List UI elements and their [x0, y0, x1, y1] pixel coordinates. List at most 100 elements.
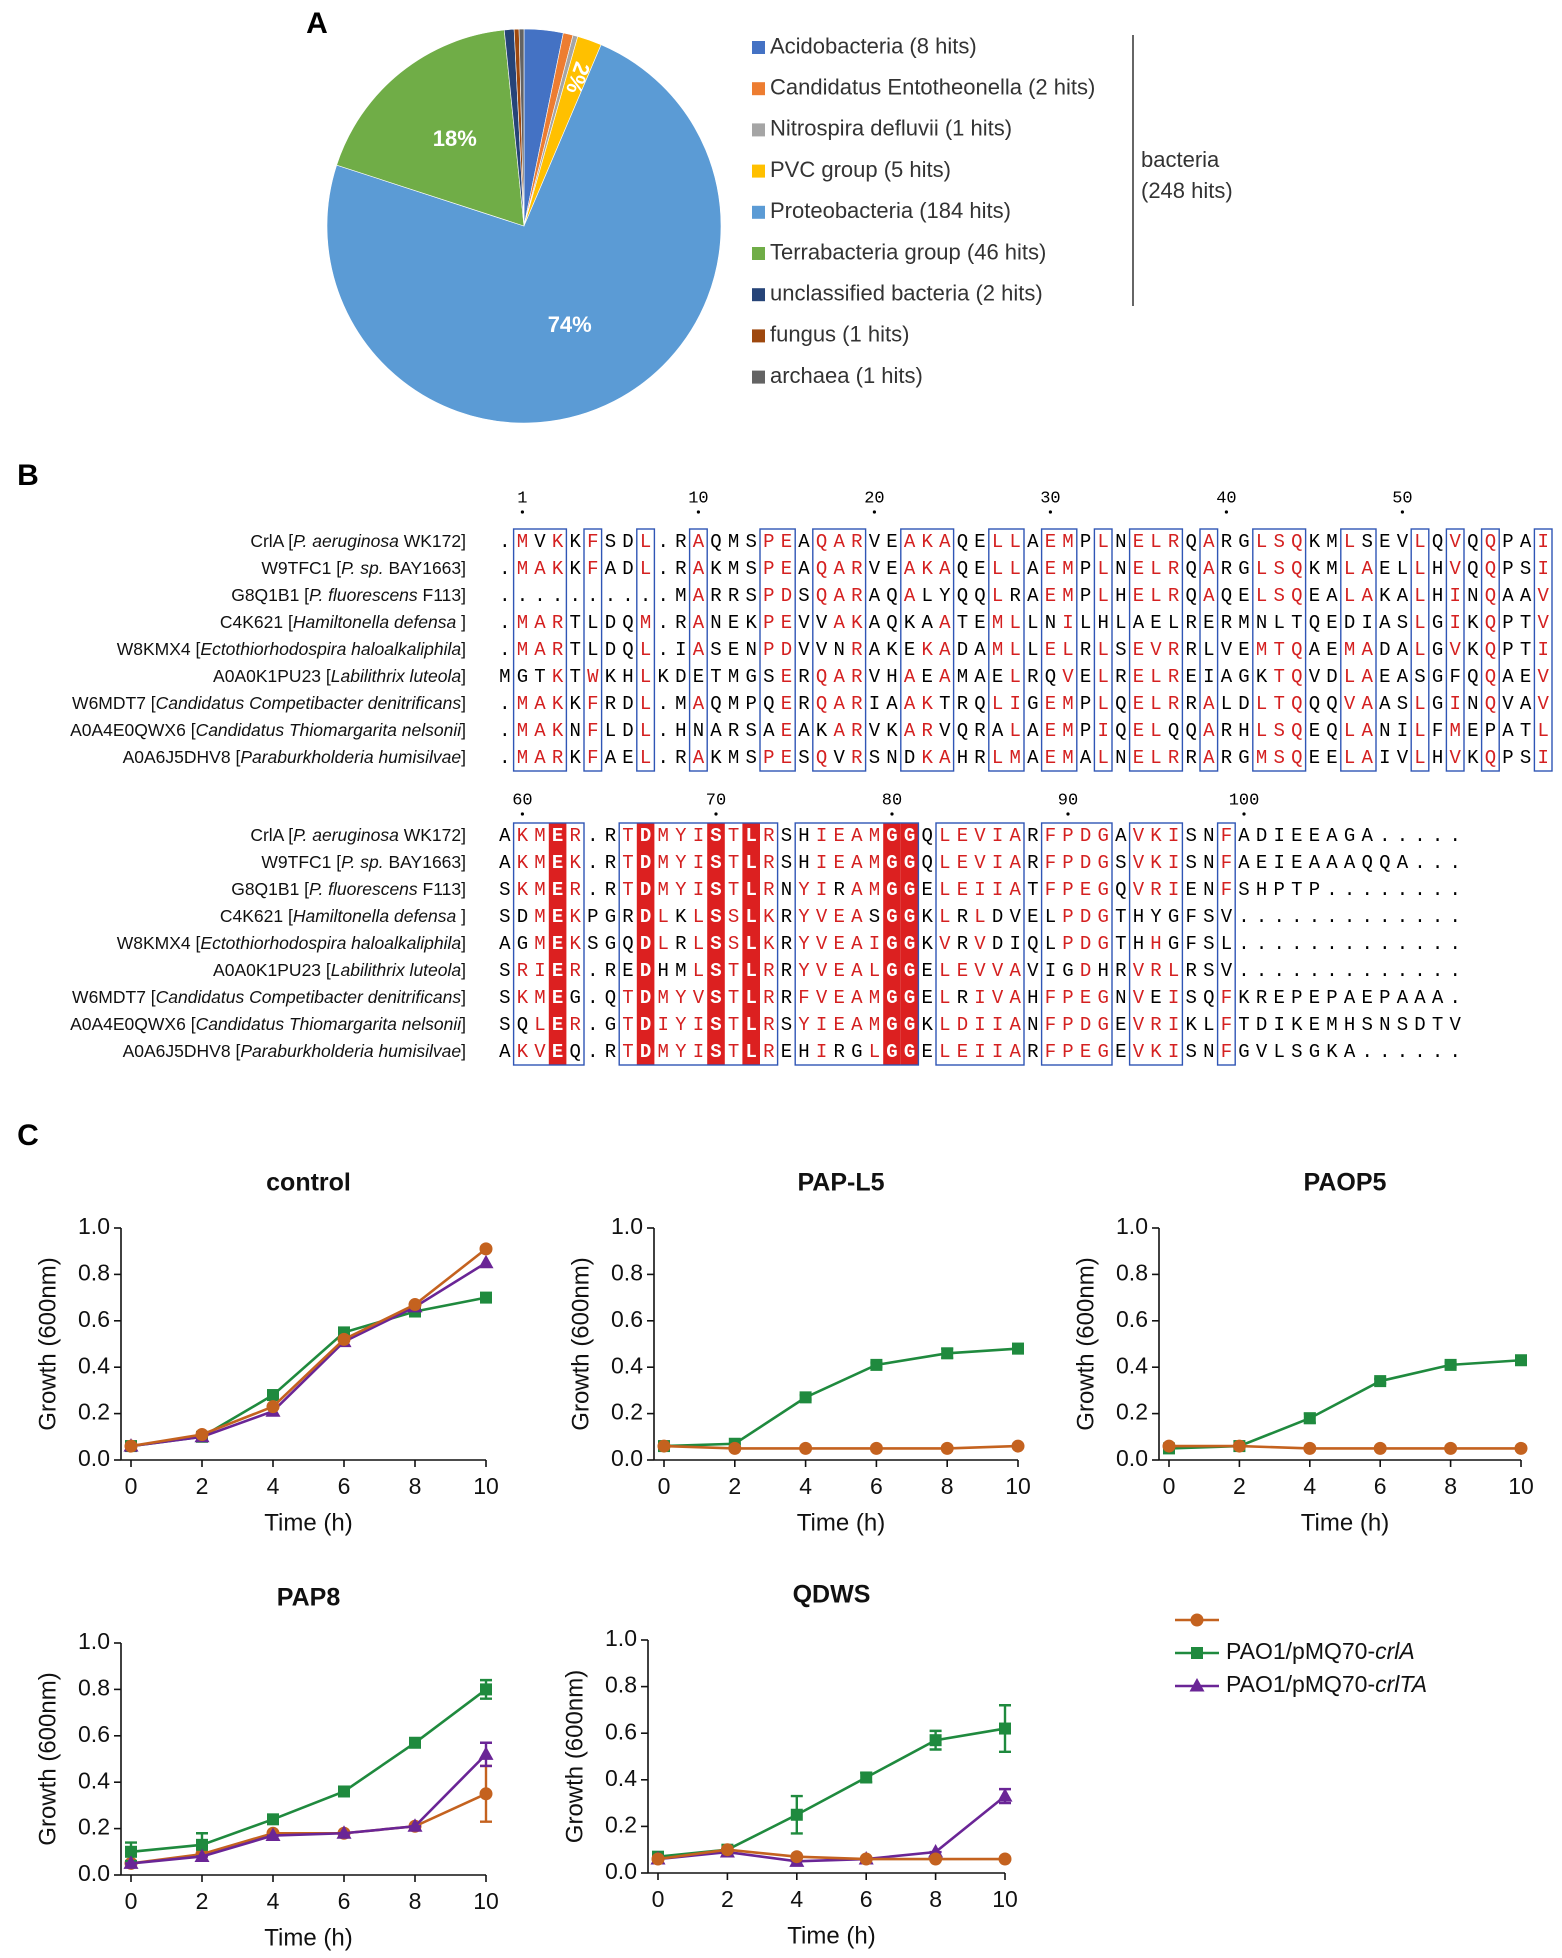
text-run: N — [1467, 585, 1478, 607]
y-tick-label: 0.4 — [611, 1352, 643, 1378]
sequence-name: A0A6J5DHV8 [Paraburkholderia humisilvae] — [123, 1041, 466, 1061]
chart-title: PAP8 — [277, 1584, 341, 1612]
conservation-box — [759, 528, 796, 772]
text-run: KM — [1309, 531, 1338, 553]
text-run: LM — [992, 747, 1021, 769]
y-tick-label: 0.4 — [78, 1767, 110, 1793]
marker — [1162, 1439, 1176, 1453]
text-run: E — [781, 720, 792, 742]
text-run: VKI — [1133, 852, 1180, 874]
text-run: S — [710, 1014, 721, 1036]
x-tick-label: 8 — [1444, 1473, 1457, 1499]
text-run: LSQ — [1256, 558, 1303, 580]
y-tick-label: 0.6 — [1116, 1306, 1148, 1332]
text-run: L — [1414, 612, 1425, 634]
text-run: F — [587, 747, 598, 769]
text-run: KM — [517, 825, 546, 847]
text-run: ] — [461, 666, 466, 686]
series — [652, 1704, 1011, 1863]
text-run: I — [1537, 747, 1548, 769]
text-run: A — [1203, 531, 1215, 553]
text-run: Candidatus Competibacter denitrificans — [156, 987, 462, 1007]
text-run: .R — [587, 825, 616, 847]
y-tick-label: 0.6 — [605, 1718, 637, 1744]
x-axis-label: Time (h) — [787, 1922, 875, 1949]
text-run: E — [781, 693, 792, 715]
text-run: AE — [1309, 639, 1338, 661]
text-run: RRS — [710, 585, 757, 607]
text-run: A — [1080, 747, 1092, 769]
text-run: T — [1027, 879, 1038, 901]
x-axis-label: Time (h) — [264, 1924, 352, 1951]
y-tick-label: 0.4 — [78, 1352, 110, 1378]
text-run: KM — [1309, 558, 1338, 580]
text-run: Candidatus Thiomargarita nelsonii — [196, 1014, 463, 1034]
text-run: D — [640, 906, 651, 928]
text-run: L — [974, 906, 985, 928]
text-run: PE — [763, 612, 792, 634]
marker — [1303, 1441, 1317, 1455]
y-axis-label: Growth (600nm) — [561, 1670, 588, 1843]
x-axis-label: Time (h) — [264, 1509, 352, 1536]
text-run: V — [1537, 666, 1549, 688]
x-tick-label: 10 — [992, 1886, 1018, 1912]
text-run: L — [745, 960, 756, 982]
text-run: D — [640, 933, 651, 955]
text-run: HM — [657, 960, 686, 982]
text-run: L — [939, 906, 950, 928]
marker — [408, 1298, 422, 1312]
text-run: QAR — [816, 531, 863, 553]
marker — [338, 1785, 350, 1798]
conservation-box — [988, 528, 1025, 772]
text-run: P — [1080, 531, 1091, 553]
text-run: N — [1115, 747, 1126, 769]
marker — [1232, 1439, 1246, 1453]
text-run: P. fluorescens — [309, 585, 418, 605]
y-axis-label: Growth (600nm) — [34, 1257, 61, 1430]
ruler-dot — [696, 510, 701, 514]
text-run: E — [921, 666, 932, 688]
text-run: R — [851, 639, 862, 661]
sequence-name: C4K621 [Hamiltonella defensa ] — [220, 612, 466, 632]
text-run: K — [921, 1014, 933, 1036]
series — [123, 1741, 494, 1869]
sequence: S KM E G.Q T D MYV S T L R R FVEAM GG E L R IVA H FPEG N V E I S… — [499, 987, 1461, 1009]
identity-cell — [883, 823, 901, 1065]
text-run: A — [693, 612, 705, 634]
y-tick-label: 0.8 — [78, 1674, 110, 1700]
text-run: PDG — [1062, 906, 1109, 928]
y-tick-label: 1.0 — [1116, 1213, 1148, 1239]
text-run: NI — [1379, 720, 1408, 742]
text-run: KV — [517, 1041, 547, 1063]
text-run: F — [1221, 879, 1232, 901]
marker — [1012, 1342, 1024, 1355]
text-run: LEIIA — [939, 879, 1021, 901]
text-run: M — [534, 933, 545, 955]
text-run: KMS — [710, 558, 757, 580]
ruler-number: 80 — [882, 791, 902, 810]
marker — [1190, 1613, 1204, 1627]
text-run: F113] — [418, 585, 466, 605]
text-run: QQ — [1309, 693, 1338, 715]
text-run: C4K621 [ — [220, 906, 293, 926]
sequence: AG M E K SGQ D L R L S S L K R YVEAI GG K V R V DIQL PDG TH H GF… — [499, 933, 1461, 955]
text-run: SN — [1185, 852, 1214, 874]
text-run: L — [1097, 693, 1108, 715]
text-run: E — [1115, 1041, 1126, 1063]
text-run: KM — [517, 852, 546, 874]
text-run: K — [569, 747, 581, 769]
text-run: P. fluorescens — [309, 879, 418, 899]
ruler-dot — [890, 812, 894, 816]
sequence-name: W9TFC1 [P. sp. BAY1663] — [261, 852, 466, 872]
conservation-box — [935, 822, 1025, 1066]
text-run: A — [693, 585, 705, 607]
marker — [657, 1439, 671, 1453]
text-run: LA — [1344, 558, 1374, 580]
text-run: EL — [1045, 639, 1074, 661]
text-run: .R — [657, 747, 686, 769]
text-run: Q — [1485, 531, 1496, 553]
text-run: T — [622, 852, 633, 874]
marker — [195, 1427, 209, 1441]
text-run: A — [798, 531, 810, 553]
text-run: I — [1537, 639, 1548, 661]
